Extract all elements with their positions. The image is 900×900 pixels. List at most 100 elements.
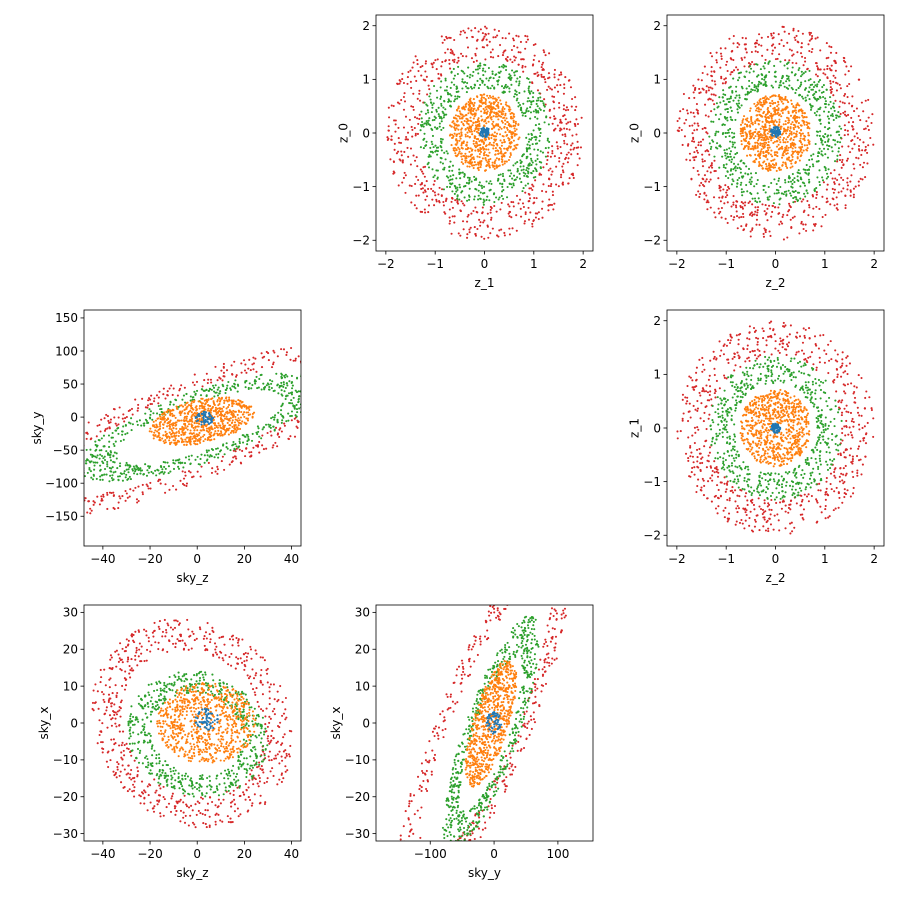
point-red — [741, 207, 744, 210]
point-orange — [792, 126, 795, 129]
point-red — [479, 224, 482, 227]
point-orange — [456, 141, 459, 144]
point-green — [535, 99, 538, 102]
point-orange — [482, 96, 485, 99]
point-red — [402, 95, 405, 99]
point-red — [466, 220, 469, 223]
point-red — [714, 94, 717, 97]
point-orange — [460, 113, 463, 116]
point-red — [755, 214, 759, 217]
point-orange — [791, 143, 794, 146]
point-green — [738, 76, 741, 79]
point-red — [294, 359, 297, 362]
point-red — [847, 133, 850, 136]
point-red — [699, 192, 702, 196]
point-orange — [774, 151, 777, 154]
point-red — [183, 484, 186, 487]
point-green — [794, 73, 797, 76]
point-green — [733, 166, 736, 170]
point-green — [454, 98, 457, 101]
point-green — [740, 175, 744, 178]
point-red — [721, 196, 724, 199]
point-orange — [473, 164, 476, 167]
point-red — [438, 201, 441, 204]
point-red — [786, 214, 789, 217]
point-green — [813, 81, 816, 84]
point-orange — [791, 152, 794, 155]
point-red — [711, 99, 714, 102]
point-green — [216, 394, 220, 397]
point-green — [522, 153, 525, 156]
point-red — [784, 59, 787, 62]
point-red — [816, 67, 819, 70]
point-orange — [506, 104, 509, 107]
point-red — [781, 215, 784, 218]
point-green — [724, 135, 727, 138]
point-green — [739, 71, 743, 74]
point-green — [433, 118, 436, 121]
point-red — [449, 48, 453, 51]
point-red — [813, 224, 816, 227]
point-red — [690, 178, 693, 181]
point-green — [708, 135, 711, 138]
point-red — [561, 165, 564, 168]
point-green — [777, 179, 780, 182]
point-green — [515, 80, 518, 83]
point-red — [697, 173, 700, 176]
point-red — [180, 384, 183, 387]
point-red — [709, 206, 712, 209]
point-red — [100, 418, 103, 421]
point-orange — [761, 115, 764, 118]
point-green — [109, 456, 112, 459]
point-red — [134, 486, 137, 489]
point-green — [124, 424, 127, 427]
point-red — [808, 39, 811, 42]
point-red — [508, 233, 511, 236]
point-green — [88, 468, 91, 471]
point-green — [511, 186, 514, 189]
point-red — [431, 66, 434, 69]
point-red — [387, 106, 390, 109]
point-orange — [772, 101, 775, 105]
point-green — [466, 81, 469, 85]
point-red — [708, 166, 711, 169]
point-orange — [482, 141, 485, 144]
point-green — [425, 140, 428, 143]
point-red — [242, 359, 246, 362]
point-orange — [770, 121, 773, 124]
point-red — [537, 211, 540, 214]
point-orange — [476, 123, 479, 127]
point-red — [763, 227, 766, 230]
point-red — [569, 120, 572, 123]
point-orange — [769, 104, 772, 108]
point-green — [498, 196, 501, 199]
point-orange — [800, 110, 803, 113]
point-orange — [496, 112, 499, 115]
point-orange — [796, 125, 800, 128]
point-orange — [765, 149, 768, 153]
point-red — [846, 177, 849, 180]
point-green — [805, 99, 808, 102]
point-green — [458, 198, 461, 201]
point-green — [421, 120, 424, 124]
point-orange — [468, 160, 472, 163]
point-orange — [796, 157, 799, 160]
point-green — [242, 441, 245, 444]
point-green — [713, 155, 716, 158]
point-green — [805, 189, 808, 192]
point-green — [496, 179, 499, 182]
point-green — [709, 147, 712, 150]
point-green — [472, 70, 475, 73]
point-red — [776, 57, 779, 60]
point-red — [199, 475, 202, 478]
point-red — [565, 153, 568, 156]
point-green — [425, 122, 428, 125]
point-orange — [455, 148, 458, 151]
point-green — [754, 172, 757, 175]
point-orange — [483, 112, 486, 115]
point-red — [418, 113, 421, 116]
point-red — [567, 151, 570, 154]
point-red — [397, 137, 400, 140]
point-red — [559, 176, 563, 179]
point-green — [731, 145, 734, 148]
